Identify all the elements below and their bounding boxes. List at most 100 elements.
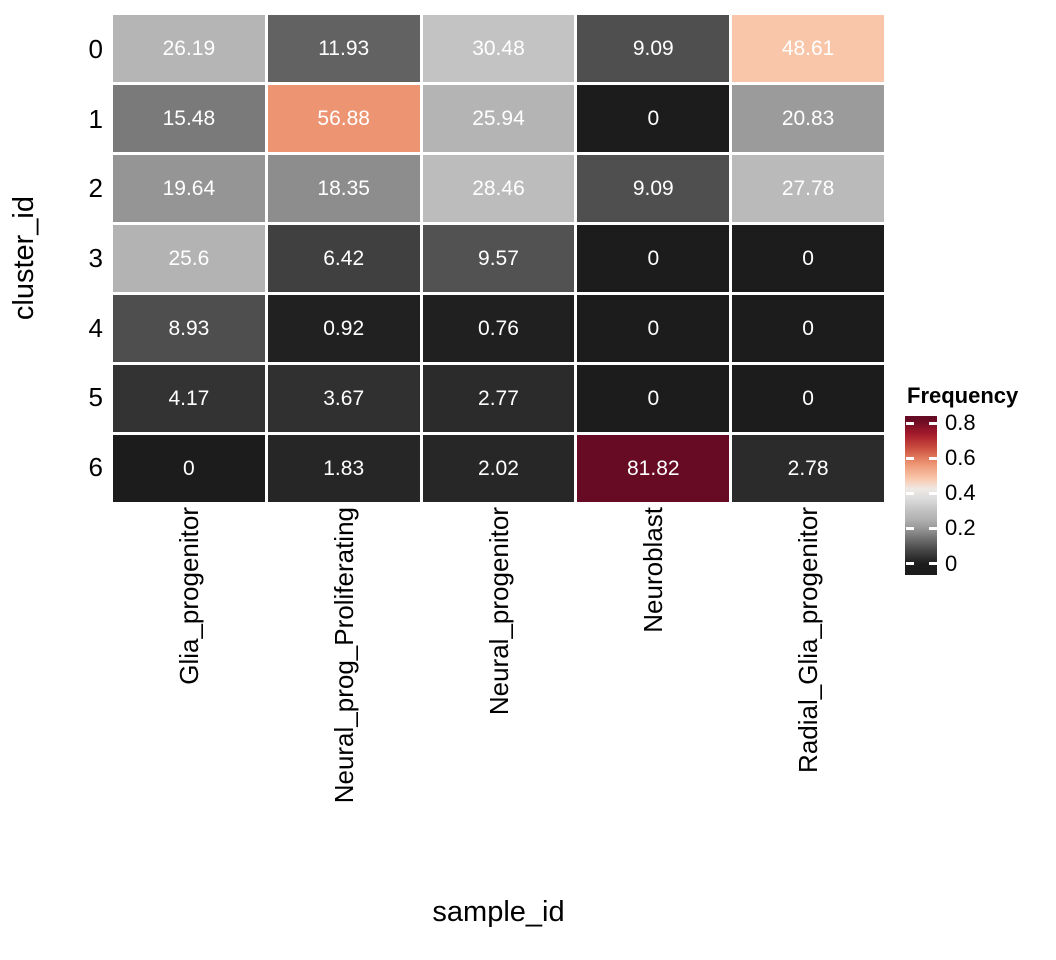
heatmap-cell: 0	[577, 365, 730, 432]
cell-value: 2.78	[787, 457, 829, 480]
heatmap-cell: 0	[732, 225, 884, 292]
heatmap-cell: 30.48	[422, 15, 575, 82]
heatmap-cell: 1.83	[267, 435, 420, 502]
legend-tick-dash	[905, 421, 914, 425]
cell-value: 26.19	[162, 37, 216, 60]
cell-value: 9.57	[478, 247, 519, 270]
heatmap-cell: 2.02	[422, 435, 575, 502]
cell-value: 6.42	[323, 247, 365, 270]
cell-value: 48.61	[781, 37, 835, 60]
y-tick-label: 3	[88, 243, 103, 274]
heatmap-cell: 9.09	[577, 155, 730, 222]
heatmap-grid: 26.19 11.93 30.48 9.09 48.61 15.48 56.88 25.94 0…	[113, 15, 884, 502]
legend-title: Frequency	[907, 383, 1019, 408]
heatmap-cell: 0	[113, 435, 265, 502]
y-axis-tick-labels: 0 1 2 3 4 5 6	[56, 15, 103, 502]
heatmap-cell: 25.6	[113, 225, 265, 292]
cell-value: 0	[647, 247, 660, 270]
heatmap-cell: 48.61	[732, 15, 884, 82]
heatmap-cell: 9.57	[422, 225, 575, 292]
heatmap-cell: 0	[732, 295, 884, 362]
heatmap-cell: 0	[577, 85, 730, 152]
legend-tick-label: 0.6	[945, 445, 976, 471]
cell-value: 2.77	[478, 387, 519, 410]
cell-value: 0	[647, 317, 660, 340]
heatmap-cell: 0.92	[267, 295, 420, 362]
cell-value: 0	[647, 107, 660, 130]
heatmap-cell: 25.94	[422, 85, 575, 152]
x-axis-title-text: sample_id	[432, 896, 565, 928]
heatmap-cell: 0	[577, 295, 730, 362]
heatmap-cell: 0	[732, 365, 884, 432]
cell-value: 0.92	[323, 317, 365, 340]
cell-value: 30.48	[472, 37, 525, 60]
cell-value: 0.76	[478, 317, 519, 340]
heatmap-cell: 26.19	[113, 15, 265, 82]
heatmap-cell: 6.42	[267, 225, 420, 292]
heatmap-cell: 2.77	[422, 365, 575, 432]
cell-value: 4.17	[168, 387, 210, 410]
cell-value: 8.93	[168, 317, 210, 340]
legend-tick-dash	[928, 456, 937, 460]
cell-value: 18.35	[317, 177, 370, 200]
heatmap-cell: 4.17	[113, 365, 265, 432]
heatmap-cell: 18.35	[267, 155, 420, 222]
heatmap-cell: 0.76	[422, 295, 575, 362]
legend-tick-dash	[928, 526, 937, 530]
y-tick-label: 6	[88, 451, 103, 482]
y-tick-label: 5	[88, 382, 103, 413]
heatmap-cell: 9.09	[577, 15, 730, 82]
y-tick-label: 2	[88, 173, 103, 204]
heatmap-cell: 8.93	[113, 295, 265, 362]
legend-tick-dash	[928, 562, 937, 566]
heatmap-cell: 0	[577, 225, 730, 292]
y-tick-label: 4	[88, 312, 103, 343]
heatmap-cell: 56.88	[267, 85, 420, 152]
heatmap-cell: 3.67	[267, 365, 420, 432]
legend-tick-dash	[928, 491, 937, 495]
cell-value: 56.88	[317, 107, 370, 130]
legend-tick-dash	[905, 491, 914, 495]
cell-value: 0	[183, 457, 195, 480]
legend-colorbar	[905, 416, 937, 575]
heatmap-cell: 2.78	[732, 435, 884, 502]
cell-value: 2.02	[478, 457, 519, 480]
legend-tick-dash	[905, 562, 914, 566]
x-axis-title: sample_id	[113, 896, 884, 929]
cell-value: 0	[647, 387, 660, 410]
cell-value: 9.09	[632, 37, 674, 60]
cell-value: 25.94	[472, 107, 525, 130]
legend-tick-dash	[928, 421, 937, 425]
cell-value: 0	[802, 247, 814, 270]
y-tick-label: 1	[88, 103, 103, 134]
cell-value: 9.09	[632, 177, 674, 200]
cell-value: 15.48	[162, 107, 216, 130]
cell-value: 11.93	[318, 37, 370, 60]
cell-value: 0	[802, 387, 814, 410]
cell-value: 20.83	[781, 107, 835, 130]
heatmap-cell: 28.46	[422, 155, 575, 222]
cell-value: 28.46	[472, 177, 525, 200]
cell-value: 1.83	[323, 457, 365, 480]
legend-tick-label: 0.4	[945, 480, 976, 506]
cell-value: 25.6	[168, 247, 210, 270]
cell-value: 27.78	[781, 177, 835, 200]
heatmap-cell: 11.93	[267, 15, 420, 82]
legend-tick-dash	[905, 456, 914, 460]
heatmap-cell: 15.48	[113, 85, 265, 152]
legend-tick-label: 0	[945, 550, 958, 576]
cell-value: 81.82	[627, 457, 680, 480]
legend-tick-label: 0.2	[945, 515, 976, 541]
cell-value: 19.64	[162, 177, 216, 200]
heatmap-cell: 19.64	[113, 155, 265, 222]
legend-tick-dash	[905, 526, 914, 530]
heatmap-cell: 81.82	[577, 435, 730, 502]
heatmap-cell: 27.78	[732, 155, 884, 222]
cell-value: 0	[802, 317, 814, 340]
y-tick-label: 0	[88, 34, 103, 65]
heatmap-cell: 20.83	[732, 85, 884, 152]
cell-value: 3.67	[323, 387, 365, 410]
legend-tick-label: 0.8	[945, 410, 976, 436]
